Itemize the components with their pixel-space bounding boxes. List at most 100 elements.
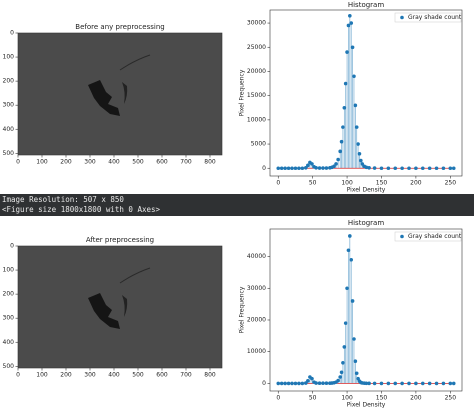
marker — [310, 162, 314, 166]
x-tick-label: 200 — [60, 372, 72, 379]
y-tick-label: 20000 — [247, 316, 266, 323]
marker — [420, 381, 425, 386]
marker — [321, 381, 325, 386]
marker — [379, 166, 384, 171]
marker — [276, 166, 281, 171]
marker — [346, 23, 351, 28]
y-tick-label: 10000 — [247, 116, 266, 123]
x-tick-label: 400 — [108, 159, 120, 166]
y-tick-label: 0 — [10, 243, 14, 250]
x-tick-label: 800 — [204, 159, 216, 166]
marker — [451, 381, 456, 386]
marker — [339, 139, 344, 144]
marker — [317, 381, 322, 386]
x-tick-label: 500 — [132, 372, 144, 379]
y-tick-label: 25000 — [247, 44, 266, 51]
marker — [434, 381, 439, 386]
x-tick-label: 0 — [16, 372, 20, 379]
y-tick-label: 5000 — [251, 141, 266, 148]
marker — [317, 166, 322, 170]
y-tick-label: 500 — [3, 150, 15, 157]
marker — [348, 14, 352, 18]
marker — [407, 166, 411, 171]
marker — [279, 166, 284, 171]
marker — [336, 378, 340, 383]
y-tick-label: 100 — [3, 267, 15, 274]
legend-label: Gray shade count — [408, 14, 462, 21]
marker — [332, 164, 336, 169]
marker — [300, 166, 305, 171]
x-tick-label: 150 — [376, 180, 388, 187]
marker — [393, 166, 398, 171]
x-tick-label: 600 — [156, 159, 168, 166]
y-tick-label: 200 — [3, 78, 15, 85]
x-tick-label: 200 — [410, 180, 422, 187]
marker — [359, 158, 363, 163]
legend-marker — [400, 15, 404, 20]
y-tick-label: 15000 — [247, 92, 266, 99]
marker — [324, 381, 329, 386]
axes-frame — [269, 9, 463, 177]
marker — [420, 166, 425, 171]
marker — [356, 142, 360, 146]
marker — [386, 166, 391, 171]
y-tick-label: 400 — [3, 126, 15, 133]
axes-frame — [17, 32, 223, 156]
x-tick-label: 300 — [84, 159, 96, 166]
marker — [427, 381, 432, 386]
marker — [286, 166, 291, 171]
y-tick-label: 300 — [3, 102, 15, 109]
marker — [306, 163, 310, 168]
x-tick-label: 200 — [410, 395, 422, 402]
x-tick-label: 0 — [276, 180, 280, 187]
marker — [297, 381, 301, 386]
marker — [352, 337, 356, 341]
marker — [451, 166, 456, 171]
y-axis-label: Pixel Frequency — [239, 286, 246, 333]
marker — [343, 81, 348, 86]
marker — [342, 345, 347, 349]
marker — [300, 381, 305, 386]
marker — [314, 165, 318, 170]
marker — [364, 165, 369, 170]
marker — [338, 149, 342, 154]
x-tick-label: 100 — [341, 180, 353, 187]
marker — [367, 165, 371, 170]
marker — [343, 321, 348, 325]
x-axis-label: Pixel Density — [347, 402, 386, 409]
y-tick-label: 10000 — [247, 348, 266, 355]
marker — [414, 166, 418, 171]
chart-title: Histogram — [348, 1, 384, 9]
marker — [314, 381, 318, 385]
y-tick-label: 40000 — [247, 253, 266, 260]
marker — [293, 381, 298, 386]
marker — [441, 381, 446, 386]
marker — [341, 125, 345, 129]
y-tick-label: 30000 — [247, 20, 266, 27]
marker — [354, 125, 359, 129]
marker — [352, 74, 356, 79]
marker — [400, 166, 404, 171]
marker — [345, 50, 349, 54]
marker — [279, 381, 284, 386]
y-tick-label: 200 — [3, 291, 15, 298]
marker — [364, 381, 369, 386]
marker — [400, 381, 404, 386]
x-tick-label: 100 — [36, 159, 48, 166]
marker — [310, 376, 314, 381]
console-line: <Figure size 1800x1800 with 0 Axes> — [2, 205, 161, 214]
x-axis-label: Pixel Density — [347, 187, 386, 194]
marker — [303, 165, 308, 170]
marker — [360, 162, 365, 166]
x-tick-label: 250 — [445, 395, 457, 402]
marker — [354, 371, 359, 376]
chart-title: Before any preprocessing — [75, 23, 164, 31]
legend-label: Gray shade count — [408, 233, 462, 240]
marker — [283, 381, 287, 386]
axes-frame — [17, 245, 223, 369]
marker — [306, 379, 310, 383]
x-tick-label: 700 — [180, 372, 192, 379]
marker — [379, 381, 384, 386]
marker — [372, 166, 377, 170]
